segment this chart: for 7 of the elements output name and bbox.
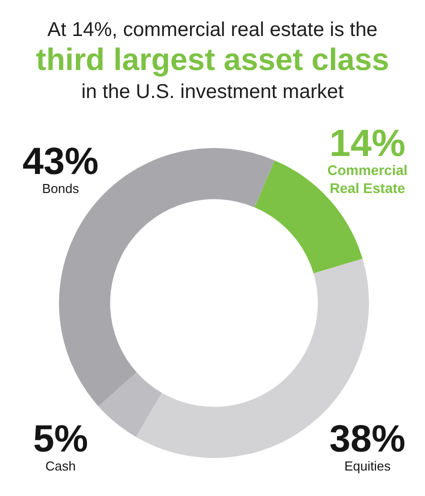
data-label: 5% — [33, 418, 88, 460]
slice-label: Bonds — [42, 180, 80, 196]
data-label: 38% — [329, 418, 406, 460]
data-label: 43% — [22, 140, 99, 183]
slice-label: Cash — [45, 458, 76, 474]
chart-title: At 14%, commercial real estate is the third largest asset class in the U.S. investment market — [34, 18, 390, 105]
slice-label: Equities — [344, 458, 392, 474]
